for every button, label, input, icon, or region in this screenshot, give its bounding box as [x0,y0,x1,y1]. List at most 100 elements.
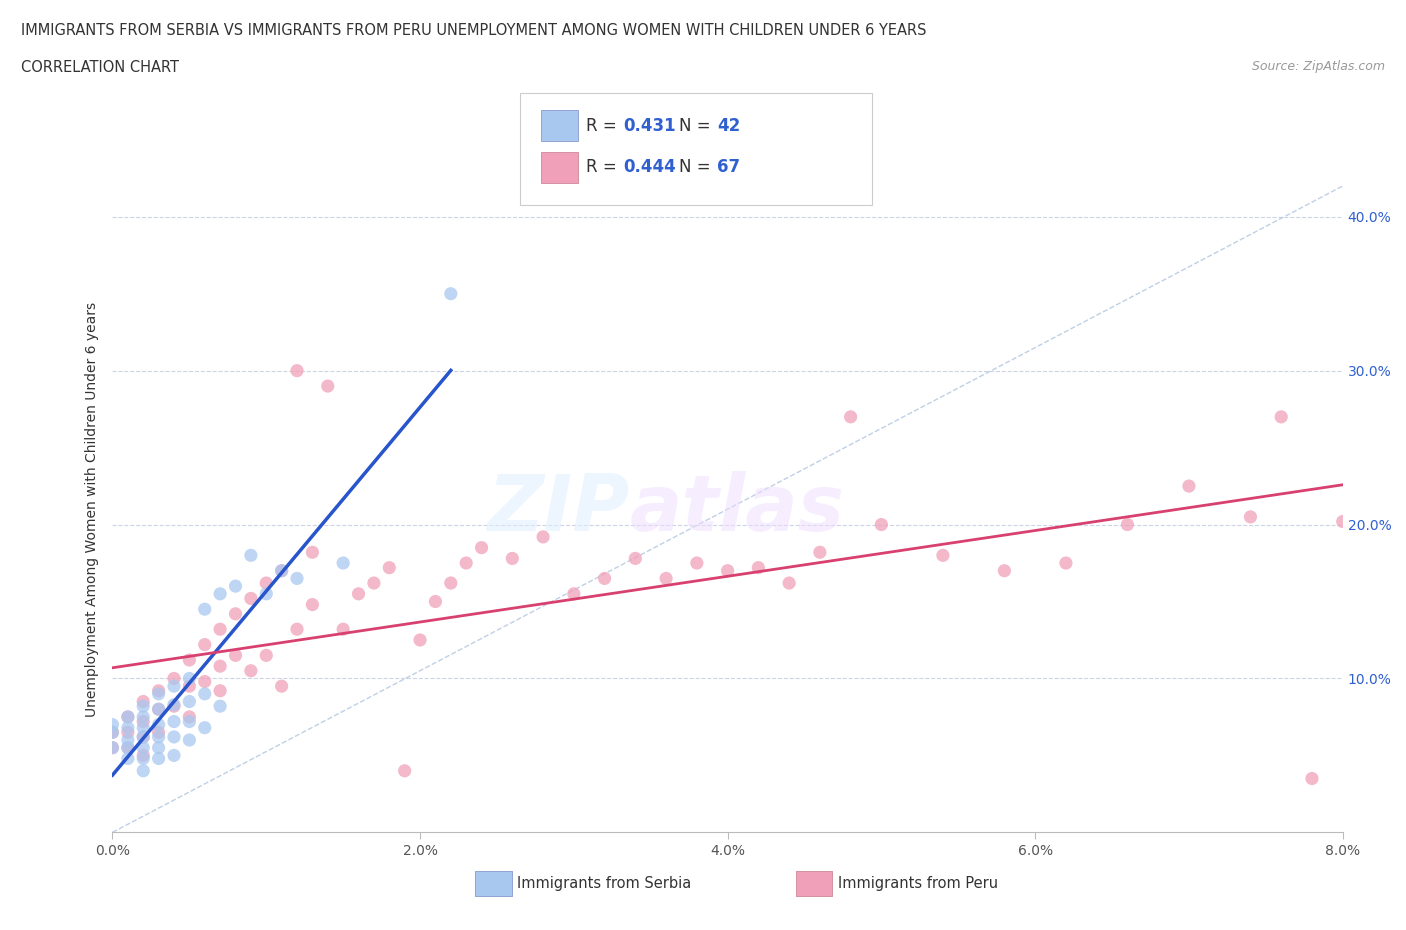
Point [101,740,124,755]
Point [470,540,494,555]
Point [179,694,201,709]
Point [101,724,124,739]
Point [593,571,616,586]
Point [225,606,247,621]
Point [624,551,647,565]
Point [132,714,155,729]
Point [285,622,308,637]
Point [194,686,217,701]
Point [132,748,155,763]
Point [148,702,170,717]
Point [717,564,740,578]
Text: ZIP: ZIP [486,472,630,547]
Text: IMMIGRANTS FROM SERBIA VS IMMIGRANTS FROM PERU UNEMPLOYMENT AMONG WOMEN WITH CHI: IMMIGRANTS FROM SERBIA VS IMMIGRANTS FRO… [21,23,927,38]
Point [179,710,201,724]
Point [285,571,308,586]
Point [409,632,432,647]
Point [209,684,232,698]
Point [501,551,523,565]
Point [148,702,170,717]
Point [179,653,201,668]
Point [148,740,170,755]
Point [132,694,155,709]
Point [440,286,463,301]
Point [270,679,292,694]
Text: R =: R = [586,116,617,135]
Text: 0.431: 0.431 [623,116,675,135]
Text: atlas: atlas [630,472,844,547]
Point [347,587,370,602]
Point [117,740,139,755]
Point [686,555,709,570]
Point [163,671,186,686]
Point [1054,555,1077,570]
Point [239,663,262,678]
Point [101,724,124,739]
Point [163,698,186,712]
Point [531,529,554,544]
Text: N =: N = [679,116,710,135]
Point [132,764,155,778]
Point [254,648,277,663]
Point [1178,479,1201,494]
Point [332,622,354,637]
Point [101,740,124,755]
Point [932,548,955,563]
Point [163,698,186,713]
Point [225,648,247,663]
Point [163,679,186,694]
Point [117,710,139,724]
Point [148,684,170,698]
Point [117,724,139,739]
Point [117,733,139,748]
Point [562,587,585,602]
Point [194,720,217,735]
Y-axis label: Unemployment Among Women with Children Under 6 years: Unemployment Among Women with Children U… [86,301,100,717]
Point [225,578,247,593]
Point [209,622,232,637]
Point [209,698,232,713]
Point [301,545,323,560]
Point [179,671,201,686]
Text: Source: ZipAtlas.com: Source: ZipAtlas.com [1251,60,1385,73]
Point [179,679,201,694]
Point [117,751,139,766]
Text: R =: R = [586,158,617,177]
Point [239,548,262,563]
Point [179,714,201,729]
Point [870,517,893,532]
Text: 42: 42 [717,116,741,135]
Point [148,751,170,766]
Point [778,576,800,591]
Point [179,733,201,748]
Point [254,576,277,591]
Point [993,564,1015,578]
Point [363,576,385,591]
Point [148,686,170,701]
Point [1331,514,1354,529]
Point [456,555,478,570]
Point [209,587,232,602]
Point [163,748,186,763]
Point [132,729,155,744]
Point [117,740,139,755]
Point [239,591,262,605]
Text: N =: N = [679,158,710,177]
Point [132,698,155,713]
Text: CORRELATION CHART: CORRELATION CHART [21,60,179,75]
Point [163,729,186,744]
Point [148,729,170,744]
Point [101,717,124,732]
Point [132,710,155,724]
Point [1239,510,1261,525]
Point [148,717,170,732]
Point [270,564,292,578]
Text: Immigrants from Peru: Immigrants from Peru [838,876,998,891]
Point [839,409,862,424]
Text: 0.444: 0.444 [623,158,676,177]
Point [270,564,292,578]
Point [194,602,217,617]
Point [1116,517,1139,532]
Point [378,560,401,575]
Point [117,720,139,735]
